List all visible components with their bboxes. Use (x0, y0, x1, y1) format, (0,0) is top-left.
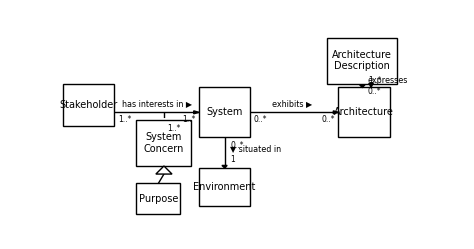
Text: System: System (206, 107, 243, 117)
Polygon shape (333, 111, 338, 114)
Text: 0..*: 0..* (230, 141, 244, 150)
Bar (63, 84, 114, 126)
Bar (338, 87, 390, 137)
Text: 1..*: 1..* (118, 115, 131, 124)
Text: 0..*: 0..* (254, 115, 267, 124)
Text: Stakeholder: Stakeholder (60, 100, 118, 110)
Text: Environment: Environment (193, 182, 256, 192)
Bar (199, 168, 250, 206)
Bar (137, 120, 191, 166)
Text: has interests in ▶: has interests in ▶ (122, 99, 191, 108)
Bar (137, 183, 181, 214)
Polygon shape (194, 111, 199, 114)
Text: 1: 1 (230, 155, 235, 164)
Text: 1..*: 1..* (368, 75, 381, 84)
Text: ▼ situated in: ▼ situated in (230, 144, 281, 153)
Polygon shape (156, 166, 172, 174)
Text: 1..*: 1..* (182, 115, 195, 124)
Polygon shape (360, 85, 365, 87)
Polygon shape (222, 165, 227, 168)
Text: 0..*: 0..* (321, 115, 335, 124)
Text: Purpose: Purpose (139, 194, 178, 204)
Text: expresses: expresses (368, 76, 408, 85)
Bar (199, 87, 250, 137)
Bar (328, 38, 397, 84)
Text: ▼: ▼ (368, 81, 374, 90)
Text: 1..*: 1..* (168, 124, 181, 133)
Text: Architecture: Architecture (334, 107, 394, 117)
Text: Architecture
Description: Architecture Description (332, 50, 392, 71)
Text: 0..*: 0..* (368, 87, 381, 96)
Text: exhibits ▶: exhibits ▶ (273, 99, 312, 108)
Text: System
Concern: System Concern (144, 132, 184, 154)
